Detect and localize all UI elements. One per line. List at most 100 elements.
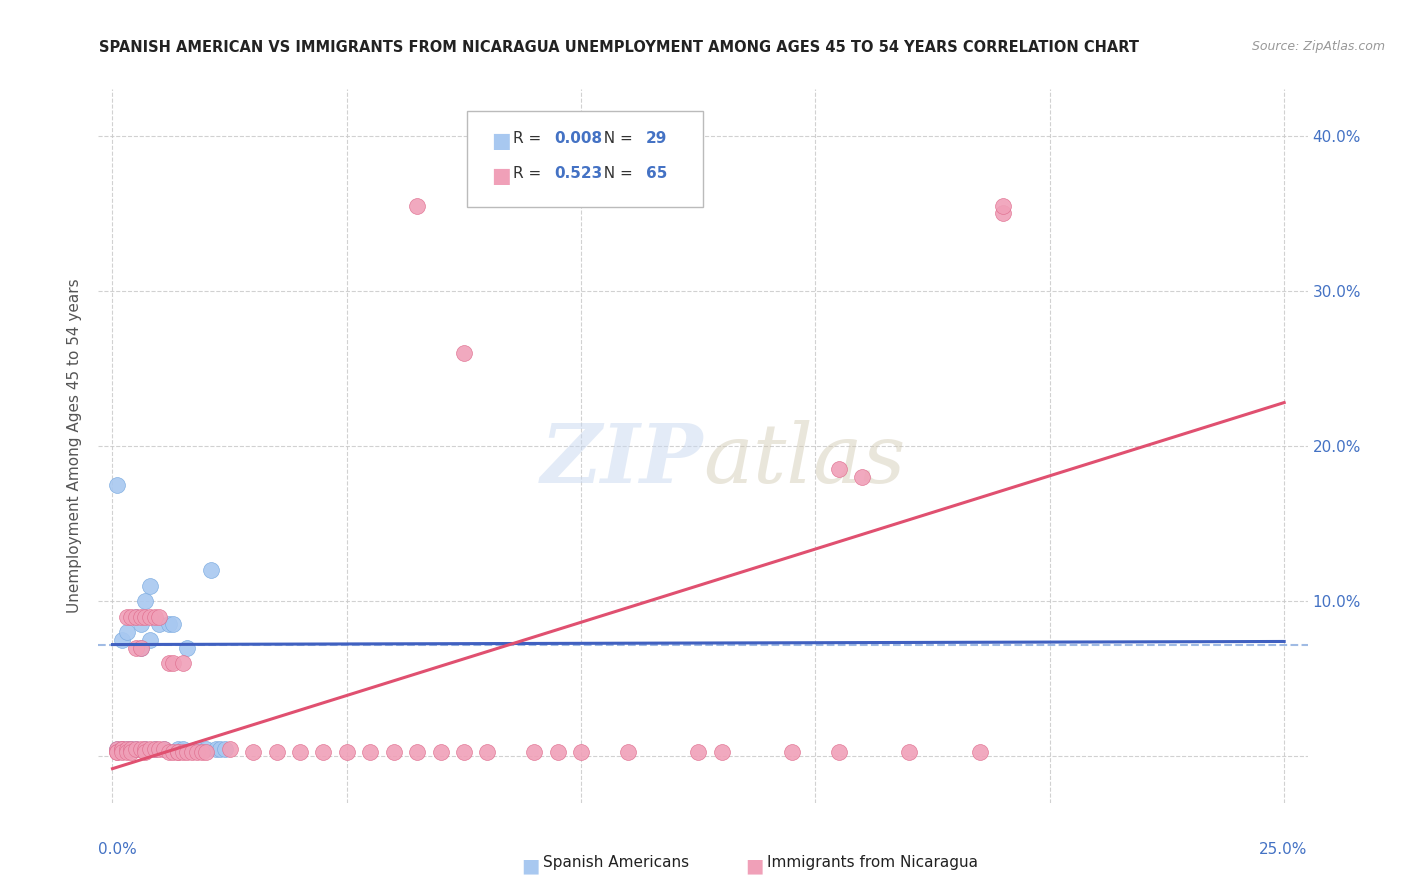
Point: [105, 477, 128, 491]
Text: 25.0%: 25.0%: [1260, 842, 1308, 857]
Point: [143, 609, 166, 624]
Text: ■: ■: [492, 130, 512, 151]
Point: [105, 745, 128, 759]
Point: [209, 741, 232, 756]
Point: [429, 745, 451, 759]
Point: [120, 741, 142, 756]
Point: [312, 745, 335, 759]
Point: [453, 346, 475, 360]
Point: [105, 745, 128, 759]
Point: [851, 470, 873, 484]
Text: 0.523: 0.523: [554, 166, 603, 181]
Point: [115, 745, 138, 759]
Point: [167, 745, 190, 759]
Point: [523, 745, 546, 759]
Point: [139, 609, 162, 624]
Point: [129, 640, 152, 655]
Point: [991, 198, 1014, 212]
Point: [688, 745, 710, 759]
Point: [148, 617, 170, 632]
Point: [115, 609, 138, 624]
Text: N =: N =: [595, 130, 638, 145]
Point: [129, 609, 152, 624]
Point: [139, 741, 162, 756]
Point: [172, 741, 194, 756]
Text: 65: 65: [647, 166, 668, 181]
Point: [406, 198, 429, 212]
Point: [172, 656, 194, 670]
Point: [167, 741, 190, 756]
Point: [120, 609, 142, 624]
Point: [115, 625, 138, 640]
Point: [134, 741, 156, 756]
Point: [125, 741, 148, 756]
Point: [129, 640, 152, 655]
Text: 29: 29: [647, 130, 668, 145]
Point: [242, 745, 264, 759]
Point: [828, 745, 851, 759]
Point: [162, 745, 184, 759]
Point: [143, 741, 166, 756]
Text: Source: ZipAtlas.com: Source: ZipAtlas.com: [1251, 40, 1385, 54]
Point: [129, 617, 152, 632]
Point: [148, 609, 170, 624]
Point: [336, 745, 359, 759]
Point: [991, 206, 1014, 220]
Point: [115, 741, 138, 756]
Point: [125, 741, 148, 756]
Text: ■: ■: [522, 856, 540, 875]
Point: [477, 745, 499, 759]
Point: [134, 741, 156, 756]
Point: [129, 741, 152, 756]
Text: N =: N =: [595, 166, 638, 181]
Point: [105, 741, 128, 756]
Text: 0.008: 0.008: [554, 130, 602, 145]
Point: [162, 656, 184, 670]
Text: ■: ■: [492, 166, 512, 186]
Point: [195, 741, 218, 756]
Point: [190, 745, 212, 759]
Point: [214, 741, 236, 756]
Point: [111, 745, 134, 759]
Point: [195, 745, 218, 759]
Point: [111, 741, 134, 756]
Point: [186, 741, 208, 756]
Point: [153, 741, 176, 756]
Text: R =: R =: [513, 130, 547, 145]
Point: [105, 741, 128, 756]
Point: [157, 617, 180, 632]
Point: [266, 745, 288, 759]
Point: [120, 745, 142, 759]
Point: [115, 741, 138, 756]
Point: [139, 579, 162, 593]
Text: ■: ■: [745, 856, 763, 875]
Point: [969, 745, 991, 759]
Point: [157, 656, 180, 670]
Point: [828, 462, 851, 476]
Point: [162, 617, 184, 632]
Point: [134, 594, 156, 608]
Point: [181, 745, 204, 759]
Point: [157, 745, 180, 759]
Y-axis label: Unemployment Among Ages 45 to 54 years: Unemployment Among Ages 45 to 54 years: [67, 278, 83, 614]
Point: [148, 741, 170, 756]
Point: [167, 745, 190, 759]
Text: 0.0%: 0.0%: [98, 842, 138, 857]
Point: [120, 741, 142, 756]
Point: [139, 632, 162, 647]
Point: [382, 745, 405, 759]
Point: [134, 745, 156, 759]
Point: [710, 745, 733, 759]
Point: [134, 609, 156, 624]
Point: [125, 609, 148, 624]
Point: [172, 745, 194, 759]
Point: [204, 741, 226, 756]
Point: [898, 745, 921, 759]
Point: [111, 741, 134, 756]
Point: [153, 741, 176, 756]
Point: [200, 563, 222, 577]
Text: atlas: atlas: [703, 420, 905, 500]
Point: [617, 745, 640, 759]
Text: ZIP: ZIP: [540, 420, 703, 500]
Text: SPANISH AMERICAN VS IMMIGRANTS FROM NICARAGUA UNEMPLOYMENT AMONG AGES 45 TO 54 Y: SPANISH AMERICAN VS IMMIGRANTS FROM NICA…: [98, 40, 1139, 55]
